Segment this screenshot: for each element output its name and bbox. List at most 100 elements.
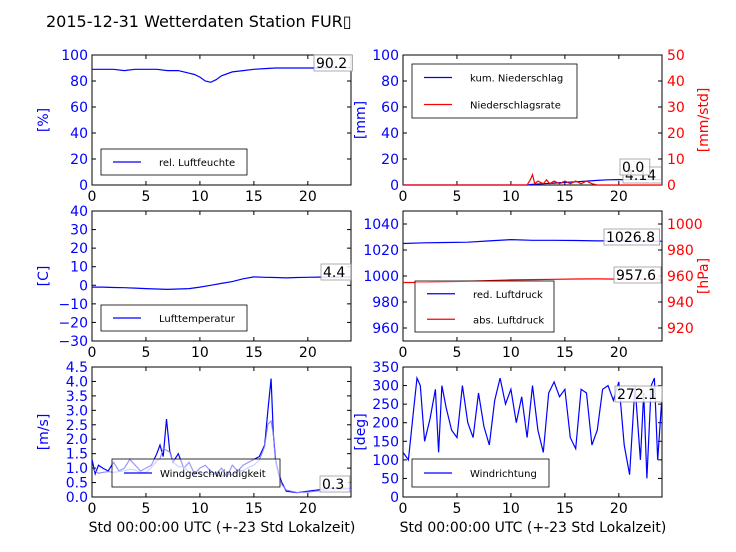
- x-tick-label: 10: [502, 345, 520, 361]
- legend-label: kum. Niederschlag: [470, 74, 563, 85]
- legend-box: [414, 280, 555, 333]
- x-tick-label: 0: [399, 189, 408, 205]
- y-tick-label: −30: [58, 334, 88, 350]
- legend: rel. Luftfeuchte: [100, 148, 248, 176]
- value-annotation: 1026.8: [603, 228, 660, 246]
- y-tick-label-right: 940: [667, 295, 694, 311]
- series-line-rel-luftfeuchte: [92, 67, 351, 83]
- x-tick-label: 5: [141, 345, 150, 361]
- y-tick-label: 40: [70, 126, 88, 142]
- legend-label: rel. Luftfeuchte: [159, 158, 235, 169]
- value-annotation: 272.1: [614, 385, 663, 403]
- y-axis-label: [mm]: [353, 101, 369, 139]
- y-tick-label: 150: [372, 434, 399, 450]
- annotation-text: 272.1: [617, 387, 657, 403]
- y-tick-label: 100: [372, 48, 399, 64]
- value-annotation: 0.3: [319, 475, 351, 493]
- annotation-box: [619, 158, 651, 176]
- y-tick-label: 10: [70, 260, 88, 276]
- x-tick-label: 0: [88, 501, 97, 517]
- y-tick-label: 3.5: [66, 389, 88, 405]
- x-tick-label: 20: [610, 189, 628, 205]
- x-tick-label: 0: [399, 501, 408, 517]
- x-tick-label: 20: [299, 345, 317, 361]
- y-tick-label-right: 20: [667, 126, 685, 142]
- y-tick-label: 4.5: [66, 360, 88, 376]
- value-annotation: 90.2: [313, 54, 353, 72]
- annotation-box: [313, 54, 353, 72]
- value-annotation: 4.4: [320, 263, 352, 281]
- panel-6: 0 5 10 15 20050100150200250300350[deg]Windri…: [353, 360, 663, 517]
- y-tick-label: 0.0: [66, 490, 88, 506]
- panel-3: 0 5 10 15 20 −30 −20 −10 0 10 20 30 40 [C] Lufttempera…: [36, 204, 352, 361]
- annotation-box: [614, 385, 663, 403]
- series-line-lufttemperatur: [92, 276, 351, 291]
- y-axis-label: [m/s]: [36, 414, 52, 451]
- y-tick-label: 0.5: [66, 476, 88, 492]
- legend-label: Niederschlagsrate: [470, 101, 561, 112]
- y-tick-label: 980: [372, 295, 399, 311]
- y-axis-label: [%]: [36, 108, 52, 132]
- x-tick-label: 10: [191, 345, 209, 361]
- x-tick-label: 20: [299, 501, 317, 517]
- x-tick-label: 0: [399, 345, 408, 361]
- y-tick-label: 40: [70, 204, 88, 220]
- y-tick-label: 1.0: [66, 461, 88, 477]
- y-tick-label: 350: [372, 360, 399, 376]
- y-tick-label: 250: [372, 397, 399, 413]
- legend-label: abs. Luftdruck: [473, 315, 544, 326]
- y-axis-label-right: [hPa]: [696, 258, 712, 294]
- legend: kum. Niederschlag Niederschlagsrate: [411, 63, 578, 119]
- x-tick-label: 15: [245, 345, 263, 361]
- value-annotation: 957.6: [613, 266, 662, 284]
- annotation-text: 4.4: [323, 265, 345, 281]
- y-tick-label: 3.0: [66, 403, 88, 419]
- x-tick-label: 5: [141, 189, 150, 205]
- y-tick-label: 0: [79, 178, 88, 194]
- y-tick-label-right: 1000: [667, 217, 703, 233]
- y-tick-label-right: 0: [667, 178, 676, 194]
- panel-2: 0 5 10 15 20 0 20 40 60 80 100 0 10 20 30 40 50 [mm] [mm/s…: [353, 48, 712, 205]
- x-tick-label: 0: [88, 189, 97, 205]
- annotation-text: 1026.8: [606, 230, 655, 246]
- y-tick-label: 1040: [363, 217, 399, 233]
- x-tick-label: 10: [191, 501, 209, 517]
- panel-1: 0 5 10 15 20 0 20 40 60 80 100 [%] rel. Luftfeuchte 9…: [36, 48, 353, 205]
- legend-box: [100, 148, 248, 176]
- legend: Windrichtung: [411, 458, 550, 488]
- y-tick-label: 30: [70, 223, 88, 239]
- legend-box: [111, 458, 281, 488]
- y-tick-label: 60: [70, 100, 88, 116]
- y-tick-label: −20: [58, 315, 88, 331]
- legend: Lufttemperatur: [100, 304, 248, 332]
- y-tick-label: 0: [79, 278, 88, 294]
- panel-4: 0 5 10 15 20 960 980 1000 1020 1040 920 940 960 980 10…: [363, 210, 712, 361]
- y-tick-label-right: 920: [667, 321, 694, 337]
- legend-box: [411, 63, 578, 119]
- y-axis-label: [C]: [36, 266, 52, 287]
- y-tick-label: 20: [70, 241, 88, 257]
- x-tick-label: 20: [299, 189, 317, 205]
- x-tick-label: 5: [452, 345, 461, 361]
- y-tick-label: 20: [381, 152, 399, 168]
- x-tick-label: 10: [502, 189, 520, 205]
- x-tick-label: 15: [556, 189, 574, 205]
- y-tick-label: 960: [372, 321, 399, 337]
- annotation-text: 90.2: [316, 56, 347, 72]
- y-tick-label: 300: [372, 379, 399, 395]
- legend-label: Windgeschwindigkeit: [160, 469, 266, 480]
- y-tick-label: 2.0: [66, 432, 88, 448]
- value-annotation: 0.0: [619, 158, 651, 176]
- annotation-box: [319, 475, 351, 493]
- annotation-text: 0.0: [622, 160, 644, 176]
- legend: Windgeschwindigkeit: [111, 458, 281, 488]
- x-tick-label: 20: [610, 345, 628, 361]
- y-tick-label: 80: [70, 74, 88, 90]
- x-tick-label: 5: [141, 501, 150, 517]
- y-tick-label: 1000: [363, 269, 399, 285]
- series-line-niederschlagsrate: [403, 172, 662, 185]
- y-axis-label-right: [mm/std]: [696, 88, 712, 153]
- annotation-box: [320, 263, 352, 281]
- series-line-windrichtung: [403, 375, 662, 479]
- x-tick-label: 15: [556, 501, 574, 517]
